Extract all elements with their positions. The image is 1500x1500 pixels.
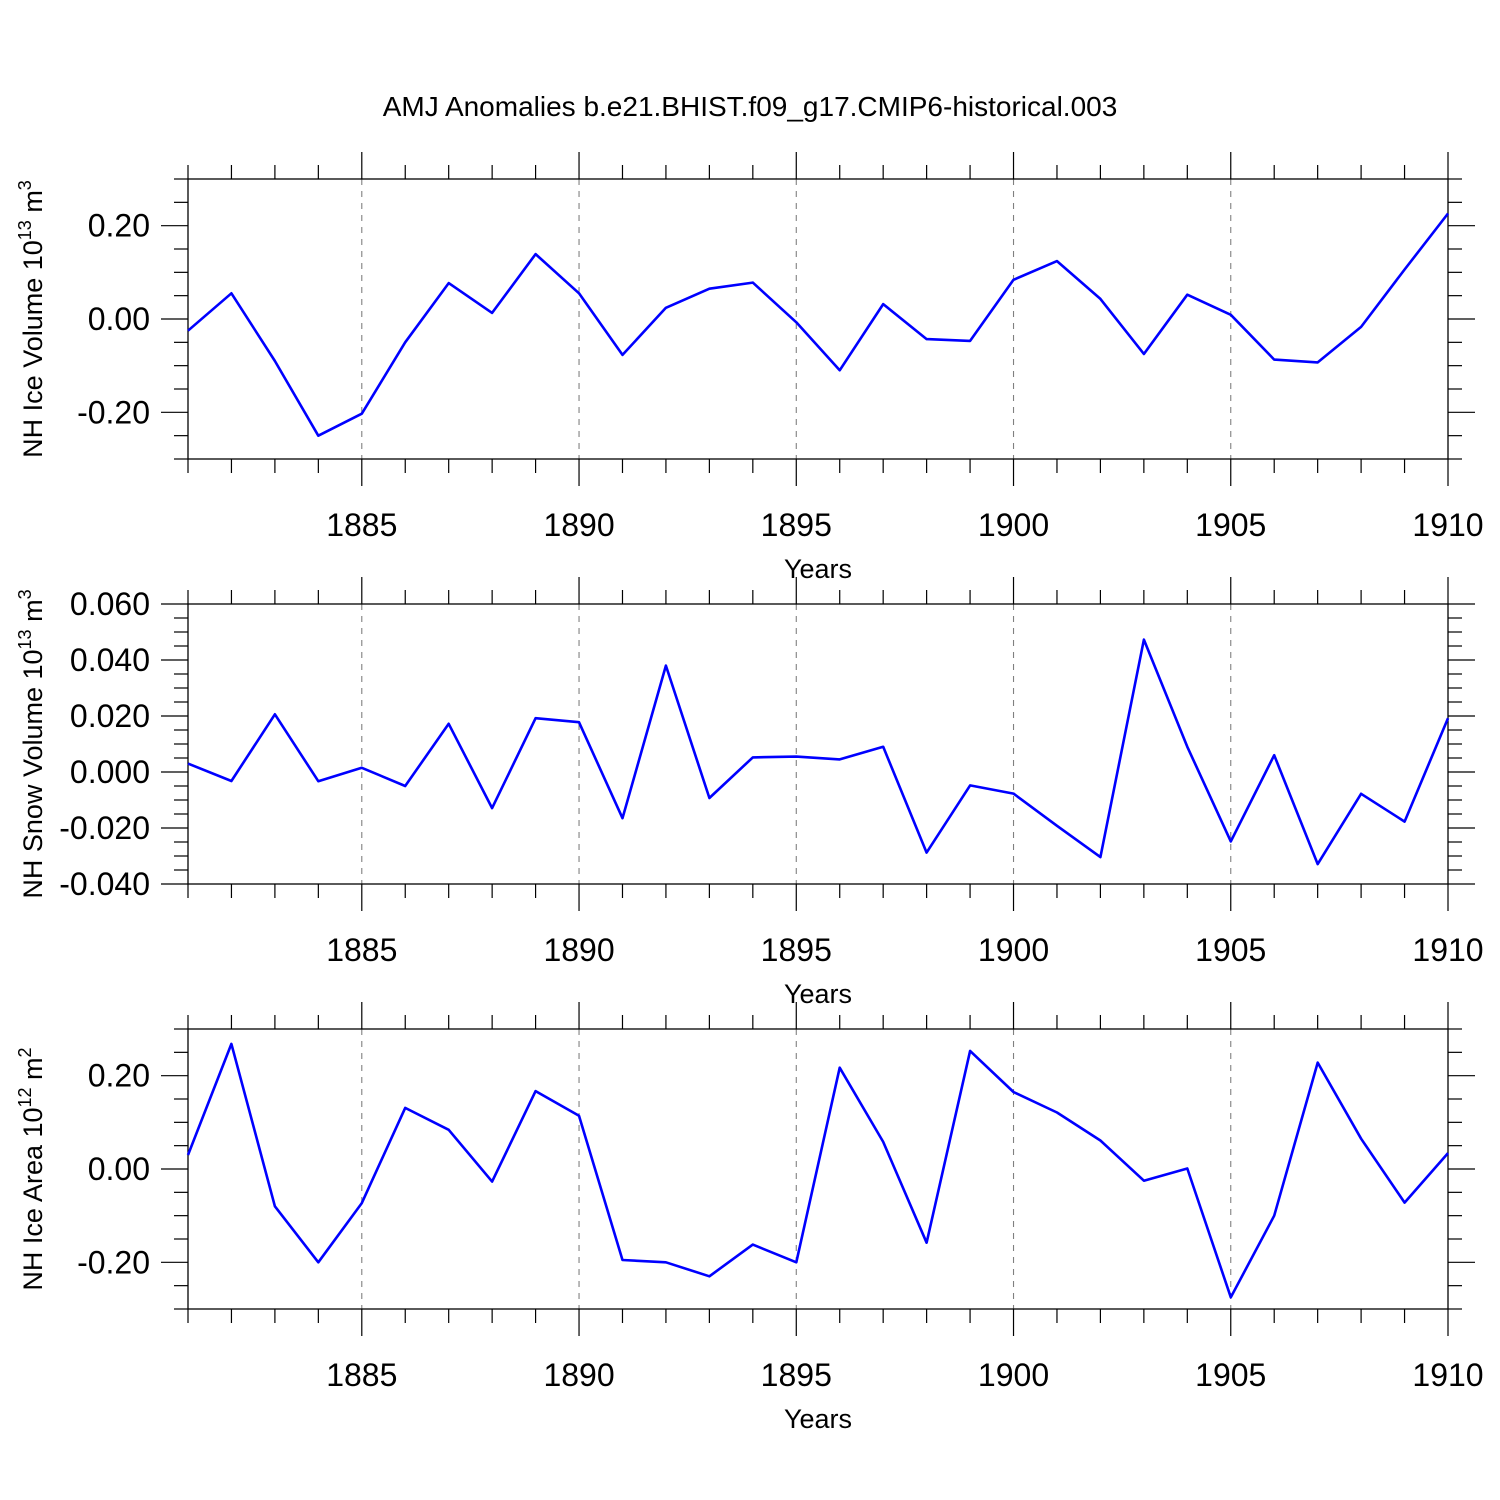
y-tick-label: 0.20 <box>88 208 150 244</box>
x-tick-label: 1900 <box>978 1357 1049 1393</box>
x-tick-label: 1890 <box>543 932 614 968</box>
y-tick-label: -0.20 <box>77 1244 150 1280</box>
x-tick-label: 1900 <box>978 932 1049 968</box>
y-axis-title: NH Ice Area 1012 m2 <box>15 1047 48 1290</box>
series-line-ice-area <box>186 1042 1449 1299</box>
x-axis-title: Years <box>784 979 852 1009</box>
y-tick-label: -0.020 <box>59 810 150 846</box>
plot-frame <box>187 603 1449 885</box>
x-tick-label: 1910 <box>1412 507 1483 543</box>
panel-ice-area: -0.20 0.00 0.20 1885 1890 1895 1900 1905 1910 Yea… <box>15 1002 1484 1434</box>
x-tick-label: 1890 <box>543 507 614 543</box>
x-tick-label: 1900 <box>978 507 1049 543</box>
series-line-snow-volume <box>187 638 1450 866</box>
chart-title: AMJ Anomalies b.e21.BHIST.f09_g17.CMIP6-… <box>383 91 1118 122</box>
x-axis-title: Years <box>784 554 852 584</box>
y-axis-title: NH Snow Volume 1013 m3 <box>15 589 48 898</box>
y-tick-label: 0.000 <box>70 754 150 790</box>
x-axis-title: Years <box>784 1404 852 1434</box>
y-tick-label: 0.040 <box>70 642 150 678</box>
y-axis-title: NH Ice Volume 1013 m3 <box>15 180 48 458</box>
x-tick-label: 1895 <box>761 507 832 543</box>
y-tick-label: 0.20 <box>88 1058 150 1094</box>
x-tick-label: 1885 <box>326 1357 397 1393</box>
x-tick-label: 1910 <box>1412 932 1483 968</box>
y-tick-label: 0.020 <box>70 698 150 734</box>
x-tick-label: 1895 <box>761 1357 832 1393</box>
series-line-ice-volume <box>187 212 1450 438</box>
x-tick-label: 1905 <box>1195 1357 1266 1393</box>
panel-snow-volume: -0.040 -0.020 0.000 0.020 0.040 0.060 1885 1890… <box>15 577 1484 1009</box>
y-tick-label: 0.00 <box>88 301 150 337</box>
y-tick-label: 0.060 <box>70 586 150 622</box>
x-tick-label: 1895 <box>761 932 832 968</box>
x-tick-label: 1905 <box>1195 507 1266 543</box>
x-tick-label: 1890 <box>543 1357 614 1393</box>
y-tick-label: 0.00 <box>88 1151 150 1187</box>
panel-ice-volume: -0.20 0.00 0.20 1885 1890 1895 1900 1905 1910 Yea… <box>15 152 1484 584</box>
plot-frame <box>187 178 1449 460</box>
x-tick-label: 1905 <box>1195 932 1266 968</box>
x-tick-label: 1885 <box>326 507 397 543</box>
y-tick-label: -0.20 <box>77 394 150 430</box>
x-tick-label: 1885 <box>326 932 397 968</box>
y-tick-label: -0.040 <box>59 866 150 902</box>
x-tick-label: 1910 <box>1412 1357 1483 1393</box>
